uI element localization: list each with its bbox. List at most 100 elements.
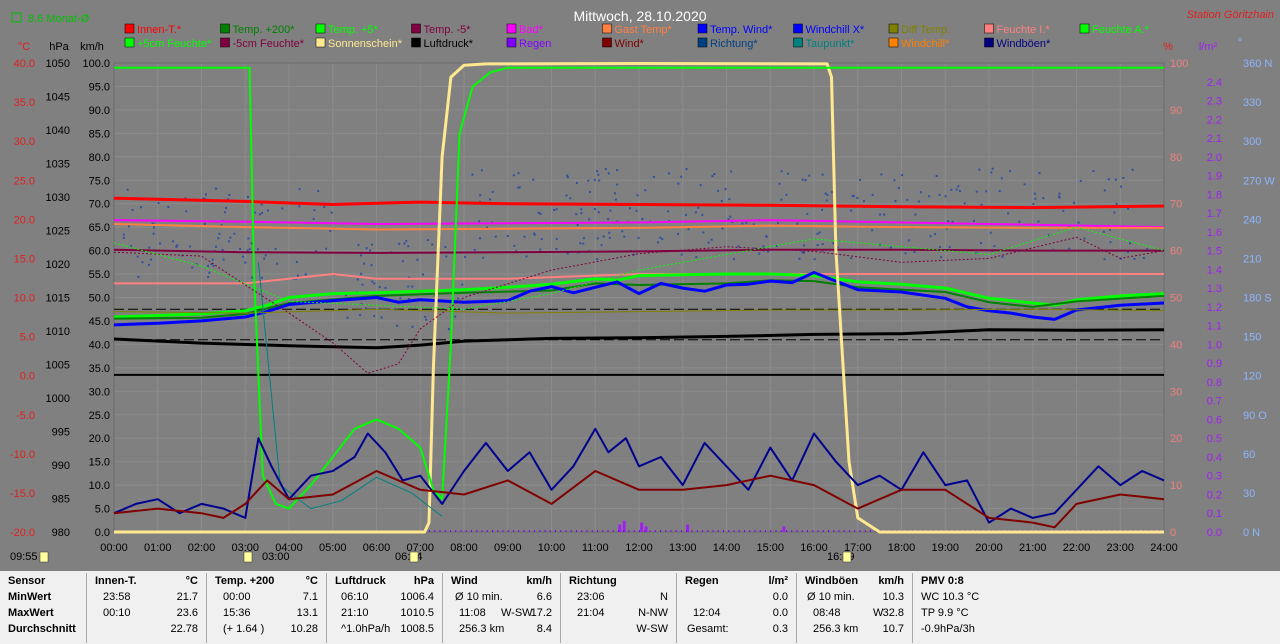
direction-dot bbox=[775, 245, 778, 248]
direction-dot bbox=[593, 178, 596, 181]
x-tick-label: 10:00 bbox=[538, 542, 566, 554]
temp-tick-label: 10.0 bbox=[14, 293, 35, 305]
direction-dot bbox=[813, 258, 816, 261]
direction-dot bbox=[411, 285, 414, 288]
direction-dot bbox=[281, 207, 284, 210]
direction-dot bbox=[478, 220, 481, 223]
direction-dot bbox=[131, 208, 134, 211]
direction-dot bbox=[729, 215, 732, 218]
direction-dot bbox=[361, 283, 364, 286]
legend-label: Regen bbox=[519, 38, 551, 50]
direction-dot bbox=[267, 209, 270, 212]
direction-dot bbox=[148, 246, 151, 249]
rain-tick bbox=[870, 530, 871, 532]
luft-min-value: 1006.4 bbox=[400, 591, 434, 603]
axis-unit-pressure: hPa bbox=[49, 41, 69, 53]
direction-dot bbox=[222, 258, 225, 261]
x-tick-label: 13:00 bbox=[669, 542, 697, 554]
direction-dot bbox=[934, 232, 937, 235]
direction-dot bbox=[533, 232, 536, 235]
direction-dot bbox=[713, 173, 716, 176]
direction-dot bbox=[914, 213, 917, 216]
direction-dot bbox=[555, 237, 558, 240]
rain-tick-label: 1.0 bbox=[1207, 339, 1222, 351]
footer-col-luftdruck: Luftdruck hPa 06:10 1006.4 21:10 1010.5 ^1.… bbox=[326, 573, 442, 643]
richtung-avg-value: W-SW bbox=[636, 623, 668, 635]
direction-dot bbox=[1034, 197, 1037, 200]
boeen-max-time: 08:48 bbox=[813, 607, 841, 619]
direction-dot bbox=[919, 191, 922, 194]
rain-tick bbox=[770, 530, 772, 532]
direction-dot bbox=[780, 170, 783, 173]
innen-unit: °C bbox=[185, 575, 198, 587]
regen-min-value: 0.0 bbox=[772, 591, 788, 603]
rain-tick bbox=[791, 530, 793, 532]
rain-tick bbox=[833, 530, 835, 532]
x-tick-label: 22:00 bbox=[1063, 542, 1091, 554]
rain-tick bbox=[665, 530, 667, 532]
series-line-14 bbox=[113, 226, 1165, 310]
direction-dot bbox=[871, 229, 874, 232]
direction-dot bbox=[373, 314, 376, 317]
direction-dot bbox=[323, 206, 326, 209]
wind-tick-label: 55.0 bbox=[89, 269, 110, 281]
direction-dot bbox=[250, 242, 253, 245]
direction-dot bbox=[1127, 207, 1130, 210]
legend-swatch bbox=[697, 37, 708, 48]
legend-label: Feuchte A.* bbox=[1092, 24, 1150, 36]
direction-dot bbox=[695, 256, 698, 259]
direction-dot bbox=[371, 243, 374, 246]
innen-max-value: 23.6 bbox=[176, 607, 198, 619]
direction-dot bbox=[261, 211, 264, 214]
direction-dot bbox=[141, 261, 144, 264]
rain-bar bbox=[622, 520, 626, 532]
footer-col-sensor: Sensor MinWert MaxWert Durchschnitt bbox=[0, 573, 86, 643]
rain-tick bbox=[544, 530, 546, 532]
rain-tick-label: 0.1 bbox=[1207, 508, 1222, 520]
rain-tick bbox=[560, 530, 562, 532]
wind-min-value: 6.6 bbox=[536, 591, 552, 603]
rain-tick-label: 1.5 bbox=[1207, 246, 1222, 258]
footer-col-regen: Regen l/m² 0.0 12:04 0.0 Gesamt: 0.3 bbox=[676, 573, 796, 643]
rain-tick bbox=[523, 530, 525, 532]
direction-dot bbox=[608, 231, 611, 234]
direction-dot bbox=[644, 189, 647, 192]
regen-max-value: 0.0 bbox=[772, 607, 788, 619]
direction-dot bbox=[517, 186, 520, 189]
legend-label: +5cm Feuchte* bbox=[137, 38, 212, 50]
direction-dot bbox=[1058, 192, 1061, 195]
x-tick-label: 03:00 bbox=[231, 542, 259, 554]
direction-dot bbox=[613, 192, 616, 195]
direction-tick-label: 240 bbox=[1243, 214, 1261, 226]
rain-tick bbox=[628, 530, 630, 532]
direction-dot bbox=[221, 248, 224, 251]
direction-dot bbox=[680, 175, 683, 178]
direction-dot bbox=[963, 202, 966, 205]
wind-tick-label: 5.0 bbox=[95, 504, 110, 516]
legend-swatch bbox=[697, 23, 708, 34]
pressure-tick-label: 1030 bbox=[46, 192, 70, 204]
series-line-12 bbox=[257, 262, 443, 517]
x-tick-label: 05:00 bbox=[319, 542, 347, 554]
direction-dot bbox=[821, 208, 824, 211]
direction-dot bbox=[720, 199, 723, 202]
direction-dot bbox=[940, 256, 943, 259]
rain-tick-label: 0.9 bbox=[1207, 358, 1222, 370]
direction-dot bbox=[863, 200, 866, 203]
direction-dot bbox=[580, 212, 583, 215]
direction-dot bbox=[454, 315, 457, 318]
direction-dot bbox=[1108, 228, 1111, 231]
direction-dot bbox=[859, 178, 862, 181]
direction-dot bbox=[129, 245, 132, 248]
rain-bar bbox=[640, 522, 644, 532]
series-line-0 bbox=[113, 196, 1165, 210]
monthly-avg-icon bbox=[11, 12, 22, 23]
direction-dot bbox=[539, 248, 542, 251]
rain-tick bbox=[812, 530, 814, 532]
rain-tick-label: 2.1 bbox=[1207, 133, 1222, 145]
direction-dot bbox=[850, 257, 853, 260]
direction-dot bbox=[204, 193, 207, 196]
direction-dot bbox=[344, 294, 347, 297]
time-marker-label: 03:00 bbox=[262, 551, 290, 563]
direction-dot bbox=[955, 188, 958, 191]
